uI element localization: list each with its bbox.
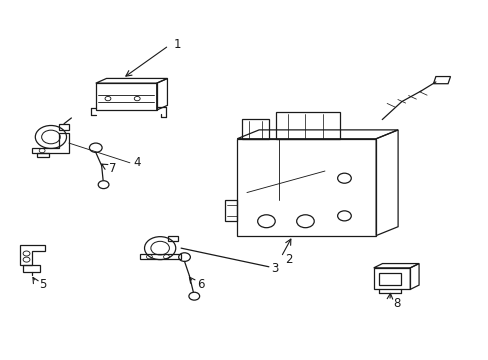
Text: 5: 5 (39, 278, 46, 291)
Text: 2: 2 (285, 253, 292, 266)
Text: 4: 4 (133, 156, 141, 169)
Text: 3: 3 (271, 262, 278, 275)
Text: 6: 6 (196, 278, 204, 291)
Text: 7: 7 (109, 162, 116, 175)
Text: 1: 1 (173, 38, 181, 51)
Text: 8: 8 (392, 297, 400, 310)
